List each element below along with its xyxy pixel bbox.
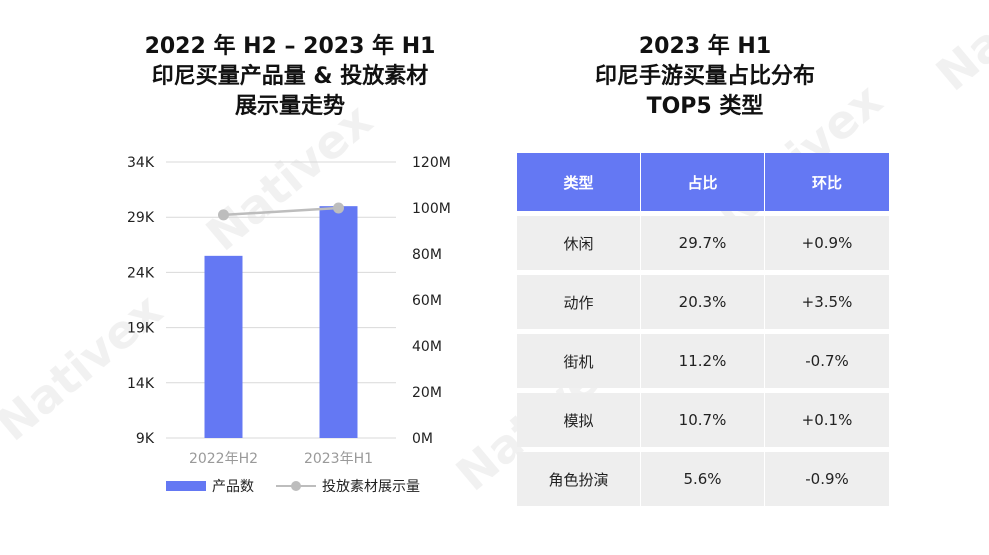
table-header-row: 类型 占比 环比 bbox=[517, 153, 889, 211]
cell-type: 动作 bbox=[517, 275, 641, 329]
cell-change: -0.9% bbox=[765, 452, 889, 506]
cell-type: 角色扮演 bbox=[517, 452, 641, 506]
table-title-line: TOP5 类型 bbox=[646, 94, 764, 119]
legend-bar-swatch bbox=[166, 481, 206, 491]
table-row: 模拟 10.7% +0.1% bbox=[517, 393, 889, 447]
genre-share-table: 类型 占比 环比 休闲 29.7% +0.9% 动作 20.3% +3.5% 街… bbox=[517, 148, 889, 511]
line-point bbox=[333, 202, 344, 214]
left-axis-tick-label: 34K bbox=[127, 155, 155, 171]
right-axis-tick-label: 40M bbox=[412, 339, 442, 355]
legend-item-bar: 产品数 bbox=[166, 476, 254, 496]
chart-title-line: 印尼买量产品量 & 投放素材 bbox=[151, 64, 429, 89]
left-axis-tick-label: 9K bbox=[136, 431, 155, 447]
table-row: 动作 20.3% +3.5% bbox=[517, 275, 889, 329]
left-axis-tick-label: 29K bbox=[127, 210, 155, 226]
chart-title-line: 展示量走势 bbox=[234, 94, 345, 119]
table-title: 2023 年 H1 印尼手游买量占比分布 TOP5 类型 bbox=[510, 32, 900, 122]
chart-title-line: 2022 年 H2 – 2023 年 H1 bbox=[144, 34, 436, 59]
bar bbox=[204, 255, 243, 438]
cell-share: 5.6% bbox=[641, 452, 765, 506]
right-axis-tick-label: 20M bbox=[412, 385, 442, 401]
legend-bar-label: 产品数 bbox=[212, 479, 254, 495]
cell-change: +3.5% bbox=[765, 275, 889, 329]
cell-share: 29.7% bbox=[641, 216, 765, 270]
cell-type: 模拟 bbox=[517, 393, 641, 447]
x-axis-tick-label: 2022年H2 bbox=[189, 451, 258, 467]
header-change: 环比 bbox=[765, 153, 889, 211]
right-axis-tick-label: 60M bbox=[412, 293, 442, 309]
table-title-line: 2023 年 H1 bbox=[638, 34, 772, 59]
right-axis-tick-label: 0M bbox=[412, 431, 433, 447]
header-share: 占比 bbox=[641, 153, 765, 211]
legend-item-line: 投放素材展示量 bbox=[276, 476, 420, 496]
header-type: 类型 bbox=[517, 153, 641, 211]
series-line bbox=[223, 206, 339, 217]
legend-line-label: 投放素材展示量 bbox=[322, 479, 420, 495]
cell-share: 10.7% bbox=[641, 393, 765, 447]
right-axis-tick-label: 80M bbox=[412, 247, 442, 263]
table-row: 角色扮演 5.6% -0.9% bbox=[517, 452, 889, 506]
bar bbox=[319, 206, 358, 438]
cell-share: 11.2% bbox=[641, 334, 765, 388]
cell-change: +0.1% bbox=[765, 393, 889, 447]
right-axis-tick-label: 120M bbox=[412, 155, 451, 171]
legend-line-swatch bbox=[276, 481, 316, 491]
x-axis-tick-label: 2023年H1 bbox=[304, 451, 373, 467]
table-row: 街机 11.2% -0.7% bbox=[517, 334, 889, 388]
table-title-line: 印尼手游买量占比分布 bbox=[594, 64, 815, 89]
chart-title: 2022 年 H2 – 2023 年 H1 印尼买量产品量 & 投放素材 展示量… bbox=[100, 32, 480, 122]
table-row: 休闲 29.7% +0.9% bbox=[517, 216, 889, 270]
left-axis-tick-label: 14K bbox=[127, 376, 155, 392]
left-axis-tick-label: 24K bbox=[127, 265, 155, 281]
right-axis-tick-label: 100M bbox=[412, 201, 451, 217]
left-axis-tick-label: 19K bbox=[127, 321, 155, 337]
cell-change: -0.7% bbox=[765, 334, 889, 388]
cell-type: 休闲 bbox=[517, 216, 641, 270]
cell-type: 街机 bbox=[517, 334, 641, 388]
cell-change: +0.9% bbox=[765, 216, 889, 270]
line-point bbox=[218, 209, 229, 221]
cell-share: 20.3% bbox=[641, 275, 765, 329]
